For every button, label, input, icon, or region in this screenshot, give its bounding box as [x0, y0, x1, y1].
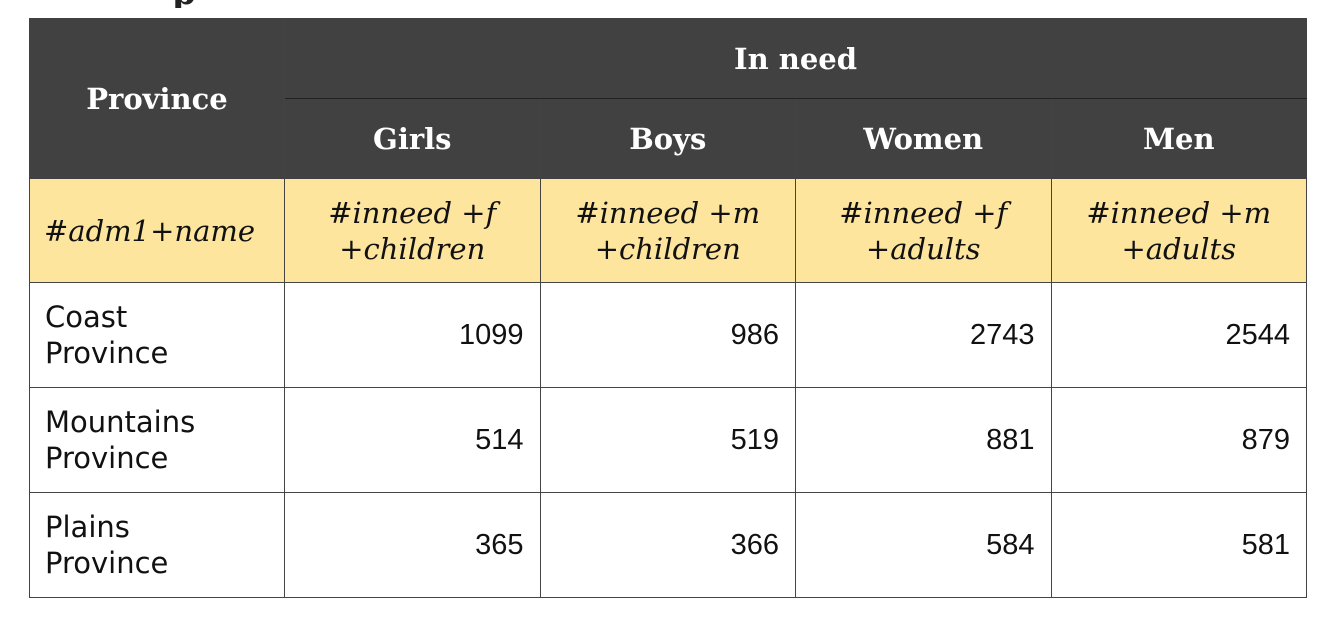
province-name-line: Coast: [45, 300, 128, 334]
table-row: Mountains Province 514 519 881 879: [29, 387, 1308, 493]
value-girls: 365: [284, 492, 541, 598]
hxl-tag-line: +adults: [1121, 231, 1237, 266]
hxl-tag-women: #inneed +f +adults: [795, 178, 1052, 283]
value-boys: 519: [539, 387, 796, 493]
province-cell: Plains Province: [29, 492, 285, 598]
value-women: 584: [795, 492, 1052, 598]
in-need-table: Province In need Girls Boys Women Men #a…: [29, 18, 1308, 598]
value-girls: 514: [284, 387, 541, 493]
table-row: Coast Province 1099 986 2743 2544: [29, 282, 1308, 388]
hxl-tag-line: +children: [339, 231, 486, 266]
header-girls: Girls: [284, 98, 541, 179]
hxl-tag-girls: #inneed +f +children: [284, 178, 541, 283]
province-name-line: Province: [45, 546, 169, 580]
header-women: Women: [795, 98, 1052, 179]
value-men: 581: [1050, 492, 1308, 598]
province-name-line: Mountains: [45, 405, 196, 439]
province-name-line: Province: [45, 336, 169, 370]
hxl-tag-boys: #inneed +m +children: [539, 178, 796, 283]
value-girls: 1099: [284, 282, 541, 388]
province-cell: Coast Province: [29, 282, 285, 388]
province-name-line: Province: [45, 441, 169, 475]
hxl-tag-line: #inneed +m: [575, 195, 761, 230]
hxl-tag-men: #inneed +m +adults: [1050, 178, 1308, 283]
clipped-heading-fragment: p: [172, 0, 208, 8]
value-women: 2743: [795, 282, 1052, 388]
hxl-tag-province: #adm1+name: [29, 178, 285, 283]
value-men: 879: [1050, 387, 1308, 493]
header-province: Province: [29, 18, 285, 179]
value-women: 881: [795, 387, 1052, 493]
hxl-tag-row: #adm1+name #inneed +f +children #inneed …: [29, 178, 1308, 283]
hxl-tag-line: #inneed +m: [1086, 195, 1272, 230]
province-name-line: Plains: [45, 510, 130, 544]
table-row: Plains Province 365 366 584 581: [29, 492, 1308, 598]
hxl-tag-line: #inneed +f: [839, 195, 1008, 230]
value-men: 2544: [1050, 282, 1308, 388]
value-boys: 366: [539, 492, 796, 598]
header-in-need: In need: [283, 18, 1308, 99]
hxl-tag-line: +children: [594, 231, 741, 266]
header-men: Men: [1050, 98, 1308, 179]
header-row-columns: Girls Boys Women Men: [30, 98, 1308, 179]
province-cell: Mountains Province: [29, 387, 285, 493]
header-row-group: Province In need: [29, 18, 1308, 179]
header-boys: Boys: [539, 98, 796, 179]
value-boys: 986: [539, 282, 796, 388]
hxl-tag-line: #inneed +f: [328, 195, 497, 230]
hxl-tag-line: +adults: [865, 231, 981, 266]
